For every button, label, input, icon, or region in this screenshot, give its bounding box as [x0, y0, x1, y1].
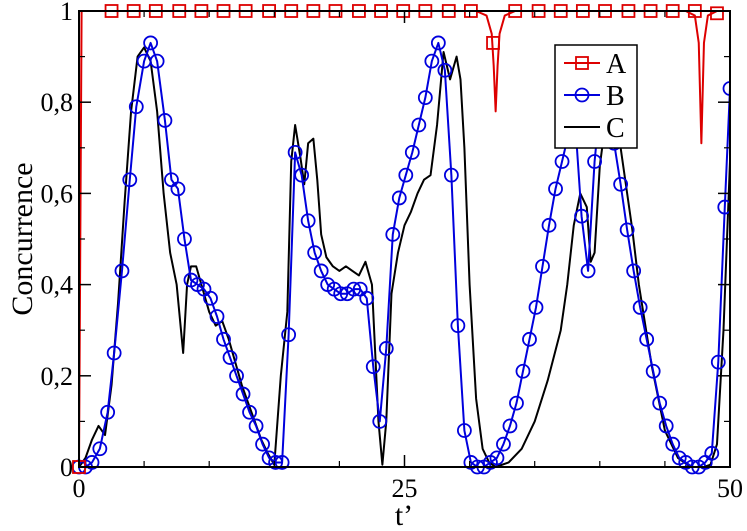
y-tick-label: 1: [60, 0, 73, 26]
data-point: [489, 450, 505, 466]
data-point: [313, 263, 329, 279]
data-point: [242, 404, 257, 420]
data-point: [229, 368, 244, 384]
data-point: [248, 418, 264, 434]
data-point: [300, 213, 316, 229]
data-point: [222, 350, 238, 365]
y-axis-title: Concurrence: [6, 162, 39, 315]
data-point: [216, 331, 231, 347]
data-point: [541, 217, 557, 233]
data-point: [522, 331, 537, 347]
data-point: [143, 35, 159, 51]
series-line-C: [78, 46, 730, 468]
x-tick-label: 0: [73, 474, 86, 503]
data-point: [274, 455, 290, 470]
data-point: [365, 359, 381, 375]
data-point: [92, 441, 108, 457]
data-point: [632, 299, 648, 315]
data-point: [486, 36, 500, 50]
data-point: [528, 299, 544, 315]
data-point: [665, 436, 681, 452]
data-point: [509, 395, 524, 411]
data-point: [404, 144, 420, 160]
data-point: [548, 181, 563, 197]
data-point: [645, 363, 661, 379]
data-point: [658, 418, 674, 434]
data-point: [626, 263, 642, 279]
data-point: [359, 290, 375, 306]
data-point: [515, 363, 531, 379]
data-point: [235, 386, 251, 402]
x-tick-label: 25: [392, 474, 418, 503]
data-point: [372, 413, 388, 429]
series-line-B: [79, 41, 730, 468]
legend-marker-b: [574, 87, 590, 103]
x-tick-label: 50: [717, 474, 743, 503]
data-point: [574, 208, 589, 224]
x-axis-title: t’: [395, 499, 413, 531]
data-point: [106, 345, 122, 361]
data-point: [613, 176, 629, 192]
data-point: [203, 290, 218, 306]
data-point: [346, 281, 362, 297]
data-point: [333, 286, 349, 302]
data-point: [294, 167, 310, 183]
data-point: [398, 167, 414, 183]
data-point: [502, 418, 518, 434]
data-point: [255, 436, 270, 452]
data-point: [580, 263, 596, 279]
data-point: [437, 62, 453, 78]
data-point: [443, 167, 459, 183]
data-point: [710, 354, 726, 370]
data-point: [385, 227, 401, 242]
y-tick-label: 0,8: [41, 88, 74, 117]
data-point: [450, 318, 466, 334]
data-point: [157, 113, 173, 128]
data-point: [639, 331, 655, 347]
data-point: [417, 90, 433, 106]
data-point: [652, 395, 668, 411]
series-C: [78, 46, 730, 468]
data-point: [378, 341, 394, 356]
legend-label-c: C: [606, 113, 625, 144]
data-point: [717, 199, 730, 215]
data-point: [100, 404, 116, 420]
legend-label-a: A: [606, 49, 627, 80]
data-point: [170, 181, 186, 197]
ticks-layer: 0 25 50 0 0,2 0,4 0,6 0,8 1: [41, 0, 744, 503]
data-point: [554, 154, 570, 169]
data-point: [114, 263, 130, 279]
data-point: [281, 327, 297, 343]
y-tick-label: 0,6: [41, 179, 74, 208]
data-point: [209, 309, 225, 324]
data-point: [268, 455, 284, 470]
data-point: [424, 53, 440, 69]
data-point: [704, 445, 720, 461]
data-point: [430, 35, 446, 51]
data-point: [128, 99, 144, 115]
data-point: [411, 117, 427, 133]
data-point: [619, 222, 635, 238]
data-point: [391, 190, 407, 206]
data-point: [587, 154, 602, 169]
legend-label-b: B: [606, 81, 625, 112]
data-point: [307, 245, 323, 261]
data-point: [177, 231, 192, 247]
data-point: [496, 436, 511, 452]
data-point: [535, 258, 550, 274]
y-tick-label: 0,2: [41, 362, 74, 391]
y-tick-label: 0: [60, 453, 73, 482]
legend-marker-a: [575, 56, 589, 70]
data-point: [456, 423, 472, 438]
data-point: [149, 53, 165, 69]
data-point: [122, 172, 138, 188]
y-tick-label: 0,4: [41, 271, 74, 300]
data-point: [722, 81, 730, 96]
data-point: [710, 6, 724, 21]
data-point: [287, 144, 303, 160]
legend: A B C: [554, 44, 638, 149]
